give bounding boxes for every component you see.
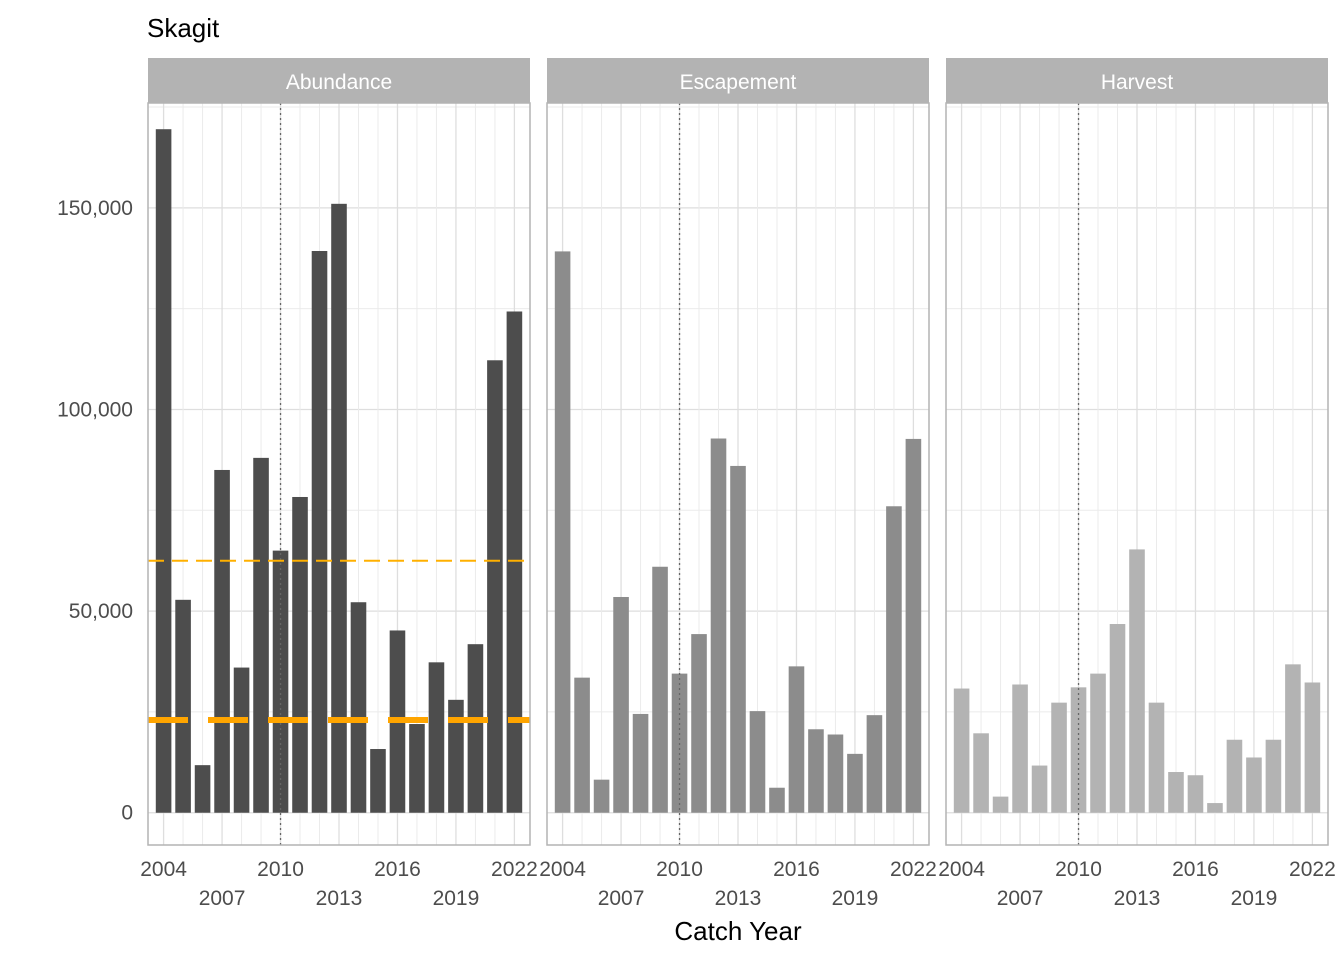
x-tick-label: 2019 bbox=[1231, 887, 1278, 910]
y-axis: 0 50,000 100,000 150,000 bbox=[57, 197, 133, 825]
bar bbox=[1148, 702, 1165, 813]
y-tick-label: 50,000 bbox=[69, 600, 133, 623]
x-tick-label: 2022 bbox=[491, 858, 538, 881]
x-tick-label: 2022 bbox=[1289, 858, 1336, 881]
bar bbox=[487, 360, 503, 813]
y-tick-label: 100,000 bbox=[57, 398, 133, 421]
x-tick-label: 2010 bbox=[257, 858, 304, 881]
bar bbox=[866, 715, 883, 813]
x-axis-label: Catch Year bbox=[674, 916, 802, 946]
bar bbox=[194, 765, 211, 813]
facet-strip bbox=[148, 58, 530, 103]
y-tick-label: 0 bbox=[121, 802, 133, 825]
bar bbox=[1129, 549, 1145, 813]
bar bbox=[808, 729, 824, 813]
bar bbox=[428, 662, 445, 813]
x-tick-label: 2019 bbox=[433, 887, 480, 910]
x-tick-label: 2013 bbox=[316, 887, 363, 910]
bar bbox=[788, 666, 805, 813]
bar bbox=[613, 596, 629, 813]
bar bbox=[992, 796, 1009, 813]
panel-border bbox=[945, 102, 1329, 846]
bar bbox=[953, 688, 970, 813]
bar bbox=[632, 713, 649, 813]
bar bbox=[311, 250, 328, 813]
bar bbox=[886, 506, 902, 813]
bar bbox=[175, 599, 191, 813]
bar bbox=[506, 311, 523, 813]
bar bbox=[710, 438, 727, 813]
bar bbox=[554, 251, 571, 813]
panel-escapement: Escapement 2004 2010 2016 2022 2007 2013 2019 bbox=[539, 58, 937, 910]
bar bbox=[233, 667, 250, 813]
bar bbox=[905, 438, 922, 813]
facet-strip-label: Abundance bbox=[286, 71, 392, 94]
x-tick-label: 2022 bbox=[890, 858, 937, 881]
bar bbox=[847, 753, 863, 813]
x-tick-label: 2007 bbox=[997, 887, 1044, 910]
bar bbox=[409, 724, 425, 813]
x-tick-label: 2004 bbox=[539, 858, 586, 881]
panel-abundance: Abundance 2004 2010 2016 2022 2007 2013 2019 bbox=[140, 58, 538, 910]
bar bbox=[1265, 739, 1282, 813]
bar bbox=[1285, 664, 1301, 813]
bar bbox=[574, 677, 590, 813]
x-tick-label: 2013 bbox=[1114, 887, 1161, 910]
bar bbox=[1031, 765, 1048, 813]
bar bbox=[214, 469, 230, 813]
bar bbox=[448, 699, 464, 813]
bar bbox=[1304, 682, 1321, 813]
facet-strip bbox=[547, 58, 929, 103]
bar bbox=[1109, 624, 1126, 813]
bar bbox=[1051, 702, 1067, 813]
bar bbox=[1207, 803, 1223, 813]
facet-strip bbox=[946, 58, 1328, 103]
bar bbox=[272, 550, 289, 813]
bar bbox=[292, 496, 308, 813]
bar bbox=[1187, 775, 1204, 813]
bar bbox=[730, 465, 746, 813]
bar bbox=[1226, 739, 1243, 813]
panel-harvest: Harvest 2004 2010 2016 2022 2007 2013 2019 bbox=[938, 58, 1336, 910]
bar bbox=[1070, 687, 1087, 813]
x-tick-label: 2004 bbox=[140, 858, 187, 881]
bar bbox=[691, 634, 707, 813]
y-tick-label: 150,000 bbox=[57, 197, 133, 220]
x-tick-label: 2007 bbox=[199, 887, 246, 910]
bar bbox=[973, 733, 989, 813]
bar bbox=[749, 711, 766, 813]
bar bbox=[467, 644, 484, 813]
x-tick-label: 2004 bbox=[938, 858, 985, 881]
x-tick-label: 2010 bbox=[1055, 858, 1102, 881]
bar bbox=[1168, 772, 1184, 813]
bar bbox=[827, 734, 844, 813]
x-tick-label: 2007 bbox=[598, 887, 645, 910]
x-tick-label: 2019 bbox=[832, 887, 879, 910]
bar bbox=[155, 129, 172, 813]
x-tick-label: 2016 bbox=[773, 858, 820, 881]
facet-strip-label: Escapement bbox=[680, 71, 797, 94]
x-tick-label: 2013 bbox=[715, 887, 762, 910]
x-tick-label: 2016 bbox=[1172, 858, 1219, 881]
bar bbox=[1012, 684, 1028, 813]
bar bbox=[1246, 757, 1262, 813]
bar bbox=[350, 602, 367, 813]
panel-border bbox=[546, 102, 930, 846]
facet-strip-label: Harvest bbox=[1101, 71, 1174, 94]
bar bbox=[370, 749, 386, 813]
panel-border bbox=[147, 102, 531, 846]
bar bbox=[1090, 673, 1106, 813]
x-tick-label: 2016 bbox=[374, 858, 421, 881]
x-tick-label: 2010 bbox=[656, 858, 703, 881]
bar bbox=[652, 566, 668, 813]
bar bbox=[331, 203, 347, 813]
chart-title: Skagit bbox=[147, 13, 220, 43]
bar bbox=[769, 787, 785, 813]
bar bbox=[253, 457, 269, 813]
bar bbox=[593, 779, 610, 813]
